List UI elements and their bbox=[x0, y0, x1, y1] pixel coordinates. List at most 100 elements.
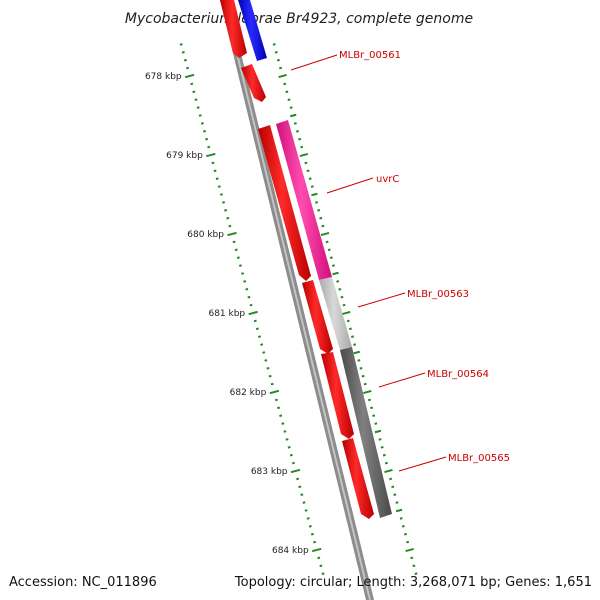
tick-mark bbox=[289, 113, 297, 118]
tick-label-684: 684 kbp bbox=[272, 546, 309, 556]
tick-mark bbox=[268, 374, 272, 378]
tick-mark bbox=[378, 438, 382, 441]
tick-mark bbox=[211, 161, 215, 165]
tick-mark bbox=[384, 468, 393, 474]
tick-mark bbox=[353, 343, 357, 346]
tick-mark bbox=[308, 177, 312, 180]
tick-mark bbox=[296, 477, 300, 481]
tick-mark bbox=[341, 310, 351, 316]
tick-mark bbox=[336, 280, 340, 283]
tick-mark bbox=[184, 73, 195, 79]
tick-mark bbox=[412, 564, 416, 568]
tick-mark bbox=[285, 438, 289, 441]
tick-mark bbox=[278, 73, 287, 79]
accession-text: Accession: NC_011896 bbox=[9, 575, 157, 590]
tick-mark bbox=[310, 185, 314, 188]
feature-cds bbox=[258, 125, 311, 281]
tick-mark bbox=[380, 446, 384, 449]
feature-blue bbox=[238, 0, 267, 61]
tick-mark bbox=[317, 209, 321, 212]
tick-mark bbox=[260, 343, 264, 346]
tick-mark bbox=[310, 532, 314, 536]
tick-mark bbox=[403, 532, 407, 536]
tick-mark bbox=[179, 43, 183, 46]
tick-mark bbox=[304, 161, 308, 165]
tick-mark bbox=[319, 216, 323, 220]
tick-label-679: 679 kbp bbox=[166, 151, 203, 161]
tick-mark bbox=[232, 240, 236, 244]
tick-mark bbox=[406, 540, 410, 544]
tick-mark bbox=[238, 264, 242, 267]
tick-mark bbox=[274, 398, 278, 402]
tick-mark bbox=[311, 547, 322, 553]
tick-mark bbox=[361, 374, 365, 378]
tick-mark bbox=[363, 382, 367, 386]
tick-mark bbox=[262, 351, 266, 354]
tick-mark bbox=[332, 271, 339, 276]
tick-mark bbox=[300, 145, 304, 149]
gene-label-leader bbox=[326, 177, 374, 194]
tick-mark bbox=[200, 122, 204, 125]
tick-mark bbox=[205, 137, 209, 141]
tick-mark bbox=[206, 152, 216, 158]
tick-mark bbox=[391, 485, 395, 489]
gene-label-MLBr_00561: MLBr_00561 bbox=[339, 50, 401, 61]
tick-mark bbox=[295, 130, 299, 133]
tick-mark bbox=[196, 106, 200, 109]
tick-mark bbox=[287, 98, 291, 101]
tick-mark bbox=[372, 414, 376, 417]
tick-marks bbox=[179, 43, 418, 575]
tick-mark bbox=[290, 468, 301, 474]
tick-mark bbox=[300, 493, 304, 496]
tick-mark bbox=[321, 224, 325, 228]
tick-mark bbox=[224, 209, 228, 212]
feature-MLBr_00563 bbox=[319, 277, 352, 350]
tick-mark bbox=[311, 192, 318, 197]
tick-mark bbox=[245, 288, 249, 291]
tick-mark bbox=[287, 446, 291, 449]
tick-mark bbox=[331, 264, 335, 267]
tick-label-681: 681 kbp bbox=[208, 309, 245, 319]
tick-mark bbox=[219, 193, 223, 196]
tick-mark bbox=[382, 453, 386, 457]
feature-cds bbox=[302, 280, 333, 354]
gene-label-MLBr_00563: MLBr_00563 bbox=[407, 289, 469, 300]
tick-mark bbox=[186, 66, 190, 70]
tick-mark bbox=[389, 477, 393, 481]
gene-label-leader bbox=[290, 54, 338, 71]
tick-mark bbox=[298, 137, 302, 141]
tick-mark bbox=[281, 422, 285, 425]
tick-mark bbox=[227, 231, 237, 237]
tick-mark bbox=[357, 359, 361, 362]
tick-mark bbox=[399, 517, 403, 520]
tick-mark bbox=[258, 335, 262, 338]
tick-mark bbox=[190, 82, 194, 86]
gene-label-MLBr_00565: MLBr_00565 bbox=[448, 453, 510, 464]
tick-mark bbox=[283, 82, 287, 86]
tick-mark bbox=[327, 248, 331, 252]
tick-mark bbox=[325, 240, 329, 244]
tick-mark bbox=[384, 461, 388, 465]
tick-mark bbox=[183, 58, 187, 62]
tick-label-678: 678 kbp bbox=[145, 72, 182, 82]
tick-mark bbox=[234, 248, 238, 252]
tick-labels: 678 kbp 679 kbp 680 kbp 681 kbp 682 kbp 683 k… bbox=[145, 72, 309, 556]
tick-mark bbox=[329, 256, 333, 259]
tick-mark bbox=[264, 359, 268, 362]
feature-cds bbox=[220, 0, 247, 58]
tick-mark bbox=[279, 66, 283, 70]
tick-mark bbox=[351, 335, 355, 338]
tick-mark bbox=[276, 58, 280, 62]
tick-mark bbox=[243, 280, 247, 283]
tick-mark bbox=[395, 501, 399, 504]
tick-mark bbox=[299, 152, 309, 158]
gene-label-uvrC: uvrC bbox=[376, 174, 399, 185]
map-title: Mycobacterium leprae Br4923, complete ge… bbox=[125, 11, 473, 27]
tick-mark bbox=[340, 295, 344, 299]
tick-mark bbox=[285, 90, 289, 94]
tick-mark bbox=[374, 422, 378, 425]
tick-mark bbox=[308, 525, 312, 528]
tick-mark bbox=[353, 350, 361, 355]
genome-stats-text: Topology: circular; Length: 3,268,071 bp… bbox=[234, 575, 592, 590]
